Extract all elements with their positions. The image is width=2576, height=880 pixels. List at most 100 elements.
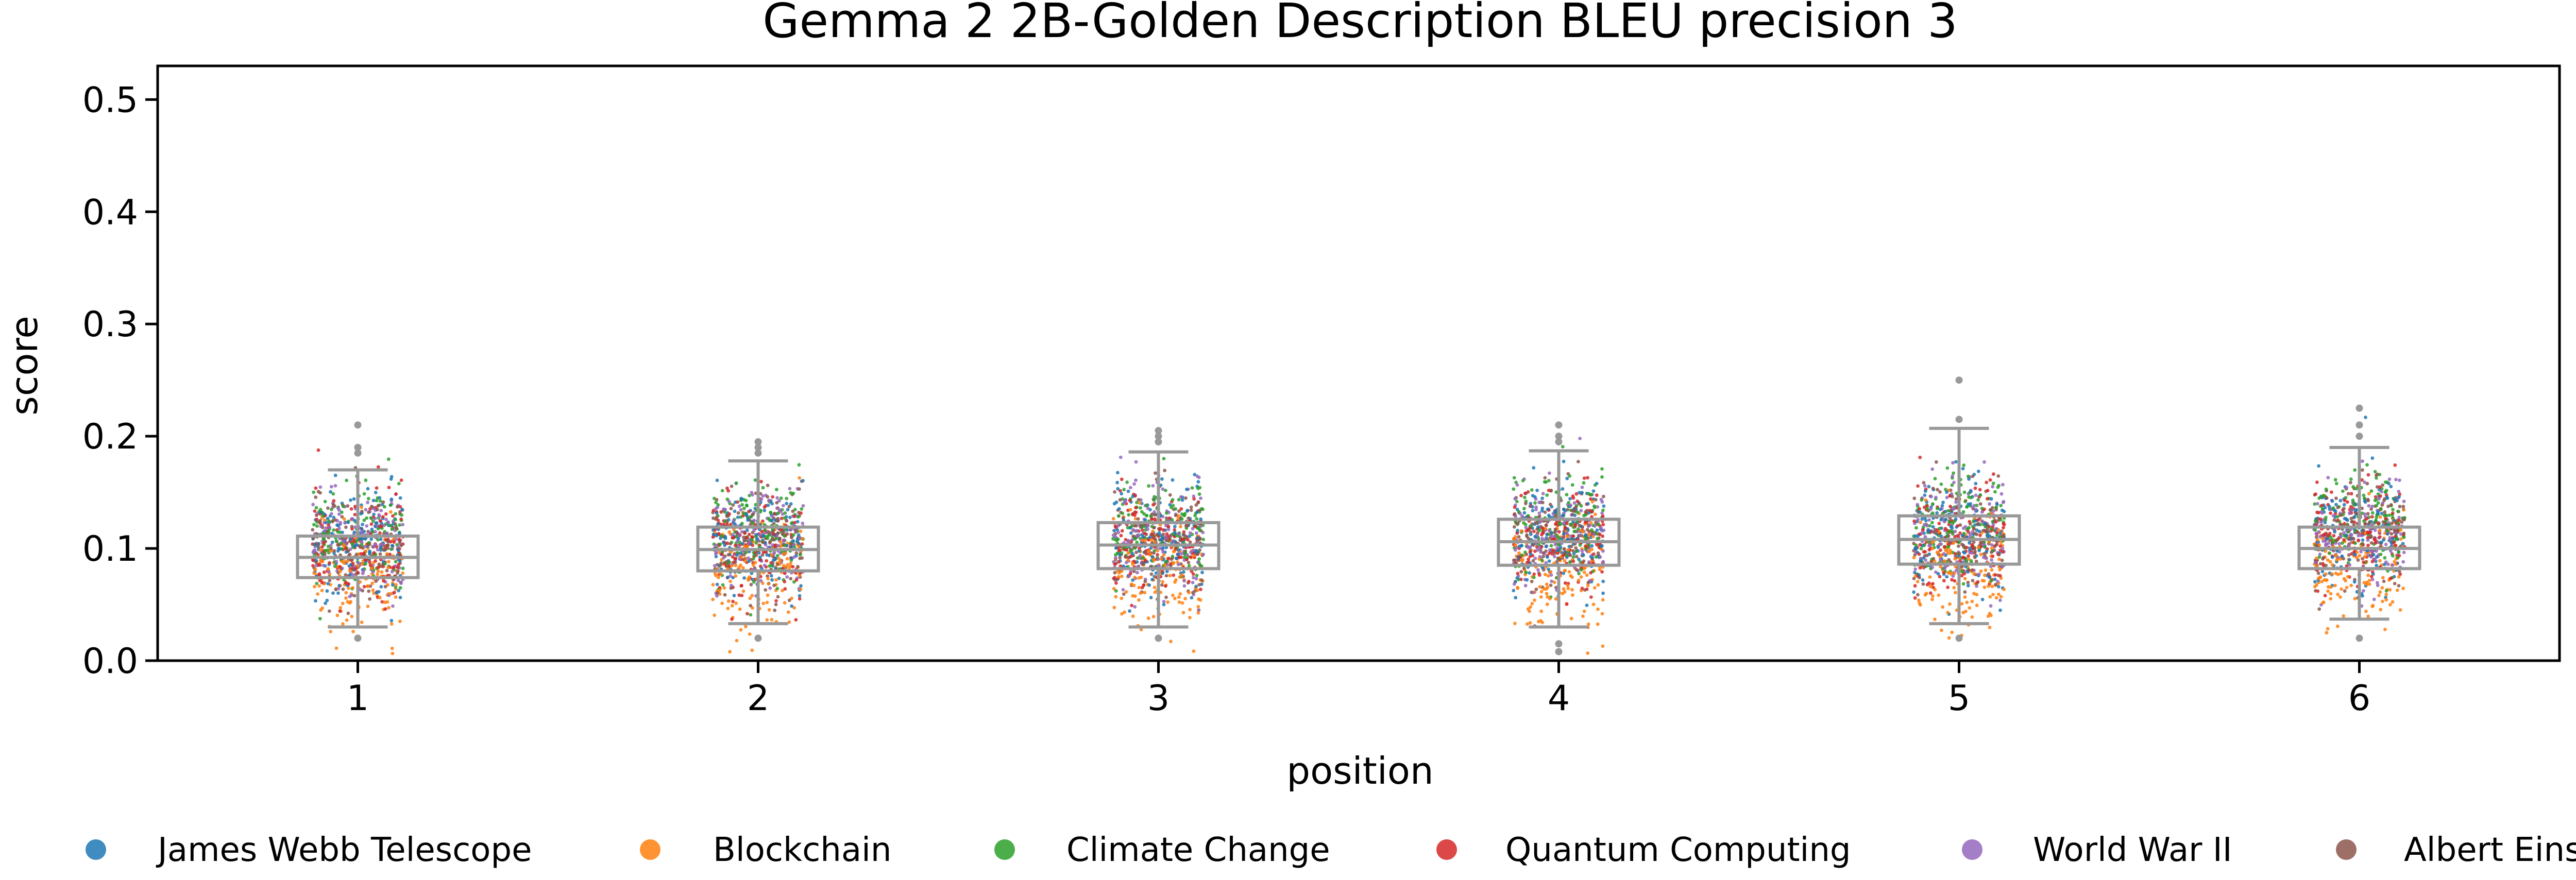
strip-point [1943,510,1947,513]
strip-point [382,579,386,583]
strip-point [739,628,743,632]
strip-point [751,606,754,610]
strip-point [1988,595,1992,599]
strip-point [1985,549,1989,553]
strip-point [387,606,391,610]
strip-point [1986,497,1989,501]
strip-point [2363,555,2367,559]
strip-point [732,518,736,522]
strip-point [2329,535,2332,539]
strip-point [1545,592,1549,596]
strip-point [1972,540,1976,544]
strip-point [753,478,757,482]
strip-point [1152,559,1156,562]
strip-point [2317,530,2320,534]
strip-point [1183,551,1188,555]
strip-point [2384,543,2388,546]
strip-point [1589,497,1592,501]
strip-point [2326,589,2330,593]
strip-point [2397,570,2401,574]
strip-point [360,537,364,541]
strip-point [789,542,793,546]
strip-point [2336,506,2340,509]
strip-point [1180,573,1184,577]
strip-point [774,578,778,582]
strip-point [1128,572,1132,576]
strip-point [1539,609,1544,613]
strip-point [1967,557,1971,561]
strip-point [1132,524,1137,528]
strip-point [771,558,775,562]
strip-point [1524,526,1528,529]
strip-point [335,613,340,617]
strip-point [1600,570,1604,574]
strip-point [747,541,751,545]
strip-point [1956,534,1960,538]
strip-point [742,576,746,580]
strip-point [346,549,350,553]
strip-point [1188,608,1192,612]
strip-point [1994,506,1998,509]
strip-point [1954,460,1958,464]
strip-point [1512,513,1516,517]
strip-point [326,567,330,571]
strip-point [1592,532,1596,536]
strip-point [1200,564,1204,568]
strip-point [2348,511,2351,515]
strip-point [346,521,350,524]
strip-point [715,534,719,538]
strip-point [2381,599,2384,603]
strip-point [777,499,781,503]
strip-point [1512,537,1516,541]
strip-point [1161,487,1165,491]
strip-point [1191,527,1195,531]
strip-point [2334,481,2338,486]
strip-point [1132,570,1136,573]
strip-point [370,581,375,585]
strip-point [313,567,317,572]
strip-point [1124,590,1128,594]
strip-point [398,596,402,599]
strip-point [1181,611,1185,615]
strip-point [1193,525,1197,529]
strip-point [2402,499,2406,504]
strip-point [1140,585,1144,590]
strip-point [397,589,401,593]
strip-point [1919,547,1923,550]
strip-point [1974,481,1978,486]
strip-point [2363,480,2367,484]
strip-point [401,566,405,571]
strip-point [2336,573,2340,576]
strip-point [1941,605,1945,609]
strip-point [2347,553,2351,557]
strip-point [715,478,719,482]
strip-point [1512,589,1516,593]
strip-point [1583,566,1587,570]
strip-point [2361,459,2364,463]
strip-point [1601,579,1605,583]
strip-point [363,537,367,541]
strip-point [1133,576,1137,579]
strip-point [1998,568,2002,572]
strip-point [1995,533,1999,537]
strip-point [740,503,744,507]
strip-point [364,508,368,512]
strip-point [320,545,324,549]
strip-point [1133,537,1137,541]
strip-point [801,522,805,525]
strip-point [1963,577,1967,581]
strip-point [348,569,352,573]
strip-point [398,619,402,623]
strip-point [1575,499,1580,503]
strip-point [1164,560,1167,564]
strip-point [1533,557,1537,560]
strip-point [2360,506,2364,510]
strip-point [1174,547,1178,551]
strip-point [1177,600,1181,604]
strip-point [1968,520,1972,524]
strip-point [1112,606,1116,610]
strip-point [1549,573,1553,577]
strip-point [340,560,344,564]
strip-point [367,552,371,556]
strip-point [775,562,779,566]
